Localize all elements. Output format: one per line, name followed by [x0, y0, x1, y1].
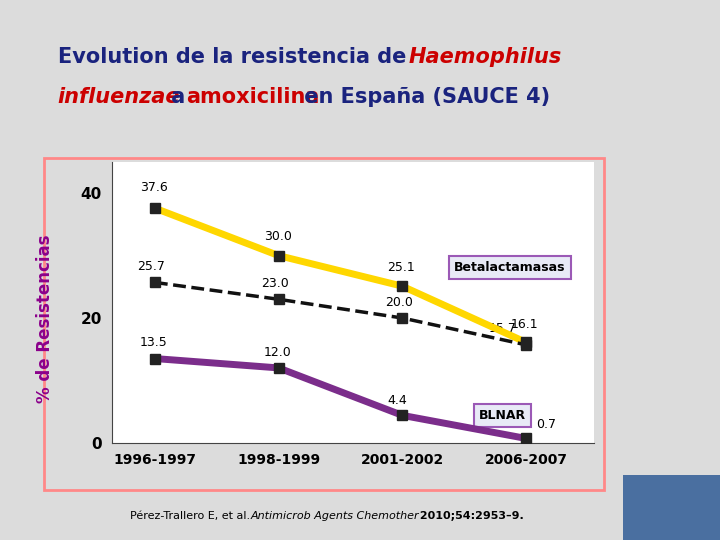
- Text: en España (SAUCE 4): en España (SAUCE 4): [297, 87, 551, 107]
- Text: 16.1: 16.1: [511, 318, 539, 331]
- Text: influenzae: influenzae: [58, 87, 180, 107]
- Text: 12.0: 12.0: [264, 346, 292, 359]
- Text: amoxicilina: amoxicilina: [186, 87, 319, 107]
- Text: Antimicrob Agents Chemother: Antimicrob Agents Chemother: [251, 511, 419, 521]
- Text: 13.5: 13.5: [140, 336, 168, 349]
- Text: BLNAR: BLNAR: [479, 409, 526, 422]
- Text: Evolution de la resistencia de: Evolution de la resistencia de: [58, 46, 413, 67]
- Text: 30.0: 30.0: [264, 230, 292, 243]
- Text: 0.7: 0.7: [536, 418, 556, 431]
- Text: 4.4: 4.4: [387, 394, 408, 407]
- Text: 25.7: 25.7: [138, 260, 166, 273]
- Text: a: a: [164, 87, 193, 107]
- Text: Pérez-Trallero E, et al.: Pérez-Trallero E, et al.: [130, 511, 253, 521]
- Text: 2010;54:2953–9.: 2010;54:2953–9.: [416, 511, 524, 521]
- Text: 23.0: 23.0: [261, 277, 289, 290]
- Text: 37.6: 37.6: [140, 181, 168, 194]
- Text: Haemophilus: Haemophilus: [408, 46, 562, 67]
- Text: Betalactamasas: Betalactamasas: [454, 261, 566, 274]
- Text: % de Resistencias: % de Resistencias: [36, 234, 54, 403]
- Text: 20.0: 20.0: [385, 295, 413, 309]
- Text: 15.7: 15.7: [489, 322, 517, 335]
- Text: 25.1: 25.1: [387, 261, 415, 274]
- Bar: [623, 475, 720, 540]
